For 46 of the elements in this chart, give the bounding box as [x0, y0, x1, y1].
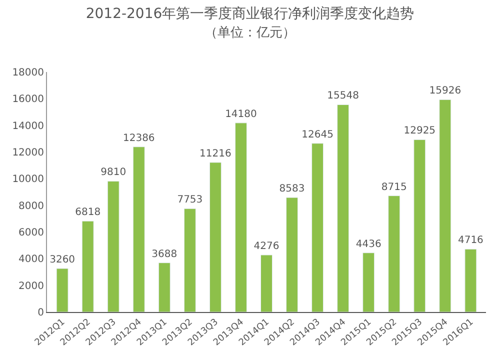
data-label: 9810 — [100, 167, 126, 178]
y-tick-label: 0 — [38, 308, 44, 318]
bar — [234, 122, 247, 312]
data-label: 6818 — [75, 207, 101, 218]
data-label: 7753 — [177, 194, 203, 206]
chart-subtitle: （单位：亿元） — [204, 25, 296, 40]
bar — [286, 197, 298, 312]
bar — [184, 208, 196, 312]
data-label: 8583 — [279, 184, 305, 195]
bar — [158, 262, 170, 312]
bar — [414, 139, 426, 312]
data-label: 3260 — [50, 254, 76, 266]
bar — [312, 143, 324, 312]
data-label: 15926 — [429, 86, 462, 97]
bar — [464, 248, 477, 312]
y-tick-label: 12000 — [12, 148, 44, 158]
y-tick-label: 2000 — [18, 280, 44, 292]
data-label: 3688 — [152, 248, 178, 260]
y-tick-label: 14000 — [12, 120, 44, 132]
data-label: 14180 — [225, 108, 257, 120]
bar — [56, 268, 68, 312]
bar — [439, 99, 452, 312]
bar — [362, 252, 375, 312]
y-tick-label: 18000 — [12, 68, 44, 78]
y-tick-label: 6000 — [18, 228, 44, 238]
bar — [132, 146, 145, 312]
chart-title: 2012-2016年第一季度商业银行净利润季度变化趋势 — [86, 6, 414, 22]
data-label: 15548 — [327, 90, 359, 102]
y-tick-label: 4000 — [18, 254, 44, 266]
bar — [209, 162, 222, 312]
bar — [337, 104, 350, 312]
data-label: 4716 — [458, 235, 484, 246]
data-label: 4276 — [254, 240, 280, 252]
bar — [82, 220, 94, 312]
data-label: 12386 — [122, 132, 155, 144]
bar — [260, 254, 272, 312]
bar — [107, 180, 120, 312]
bar — [388, 196, 400, 312]
y-tick-label: 8000 — [18, 200, 44, 212]
data-label: 11216 — [200, 148, 232, 160]
data-label: 4436 — [356, 238, 382, 250]
data-label: 8715 — [381, 182, 407, 193]
data-label: 12645 — [302, 129, 334, 140]
y-tick-label: 10000 — [12, 174, 44, 186]
data-label: 12925 — [404, 126, 436, 137]
y-tick-label: 16000 — [12, 94, 44, 106]
